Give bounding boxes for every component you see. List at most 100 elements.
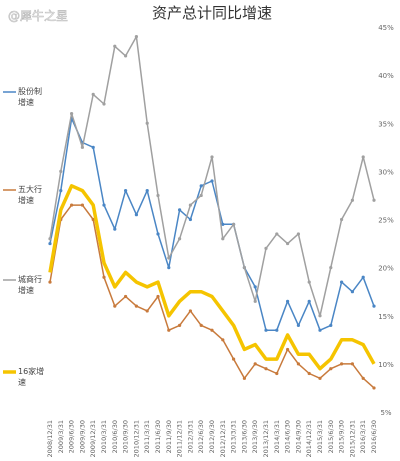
x-tick-label: 2016/3/31 — [359, 420, 367, 453]
watermark: @犀牛之星 — [8, 8, 68, 23]
data-point — [167, 328, 171, 332]
x-tick-label: 2010/3/31 — [100, 420, 108, 453]
data-point — [145, 189, 149, 193]
data-point — [318, 314, 322, 318]
data-point — [178, 208, 182, 212]
data-point — [340, 362, 344, 366]
x-tick-label: 2010/12/31 — [132, 420, 140, 457]
data-point — [340, 217, 344, 222]
data-point — [70, 112, 74, 116]
data-point — [253, 299, 257, 303]
y-tick-label: 30% — [378, 168, 394, 176]
data-point — [286, 347, 290, 352]
x-tick-label: 2011/9/30 — [165, 420, 173, 453]
x-tick-label: 2013/3/31 — [230, 420, 238, 453]
legend-label: 16家增速 — [18, 367, 45, 387]
data-point — [199, 193, 203, 198]
data-point — [242, 266, 246, 270]
data-point — [264, 328, 268, 332]
y-tick-label: 15% — [378, 313, 394, 321]
data-point — [318, 328, 322, 332]
legend-label: 五大行增速 — [18, 185, 42, 205]
data-point — [275, 328, 279, 332]
x-tick-label: 2015/9/30 — [338, 420, 346, 453]
legend-label: 城商行增速 — [18, 275, 42, 295]
data-point — [124, 54, 128, 58]
data-point — [210, 155, 214, 159]
x-tick-label: 2011/6/30 — [154, 420, 162, 453]
data-point — [48, 237, 52, 241]
y-tick-label: 10% — [378, 361, 394, 369]
data-point — [253, 362, 257, 366]
data-point — [188, 203, 192, 207]
data-point — [124, 189, 128, 193]
data-point — [210, 328, 214, 332]
data-point — [156, 193, 160, 198]
data-point — [296, 362, 300, 366]
data-point — [188, 217, 192, 222]
x-tick-label: 2009/3/31 — [57, 420, 65, 453]
data-point — [70, 203, 74, 207]
data-point — [167, 266, 171, 270]
data-point — [145, 309, 149, 313]
data-point — [124, 294, 128, 299]
data-point — [296, 232, 300, 236]
data-point — [372, 386, 376, 390]
data-point — [91, 145, 95, 149]
data-point — [264, 246, 268, 250]
data-point — [102, 102, 106, 106]
y-tick-label: 5% — [380, 409, 391, 417]
x-tick-label: 2009/12/31 — [89, 420, 97, 457]
data-point — [48, 280, 52, 284]
y-tick-label: 35% — [378, 120, 394, 128]
data-point — [307, 299, 311, 303]
y-tick-label: 45% — [378, 24, 394, 32]
legend-label: 股份制增速 — [18, 87, 42, 107]
y-tick-label: 20% — [378, 265, 394, 273]
data-point — [113, 227, 117, 231]
x-tick-label: 2015/3/31 — [316, 420, 324, 453]
data-point — [134, 304, 138, 308]
data-point — [178, 237, 182, 241]
data-point — [188, 309, 192, 313]
x-tick-label: 2009/6/30 — [68, 420, 76, 453]
data-point — [350, 362, 354, 366]
data-point — [134, 213, 138, 217]
x-tick-label: 2016/6/30 — [370, 420, 378, 453]
data-point — [329, 266, 333, 270]
data-point — [156, 294, 160, 299]
data-point — [221, 222, 225, 226]
data-point — [178, 323, 182, 327]
data-point — [275, 371, 279, 376]
data-point — [264, 367, 268, 371]
data-point — [318, 376, 322, 380]
data-point — [350, 290, 354, 294]
data-point — [253, 285, 257, 289]
y-tick-label: 25% — [378, 217, 394, 225]
data-point — [340, 280, 344, 284]
data-point — [80, 145, 84, 149]
x-tick-label: 2015/12/31 — [348, 420, 356, 457]
data-point — [113, 44, 117, 48]
data-point — [329, 323, 333, 327]
data-point — [167, 256, 171, 260]
data-point — [232, 222, 236, 226]
data-point — [48, 241, 52, 246]
x-tick-label: 2013/12/31 — [262, 420, 270, 457]
data-point — [232, 357, 236, 361]
data-point — [361, 155, 365, 159]
data-point — [59, 189, 63, 193]
data-point — [286, 299, 290, 303]
x-tick-label: 2012/6/30 — [197, 420, 205, 453]
data-point — [102, 203, 106, 207]
data-point — [307, 280, 311, 284]
x-tick-label: 2013/6/30 — [240, 420, 248, 453]
data-point — [134, 35, 138, 39]
x-tick-label: 2012/12/31 — [219, 420, 227, 457]
x-tick-label: 2009/9/30 — [78, 420, 86, 453]
x-tick-label: 2010/6/30 — [111, 420, 119, 453]
data-point — [91, 92, 95, 96]
data-point — [296, 323, 300, 327]
